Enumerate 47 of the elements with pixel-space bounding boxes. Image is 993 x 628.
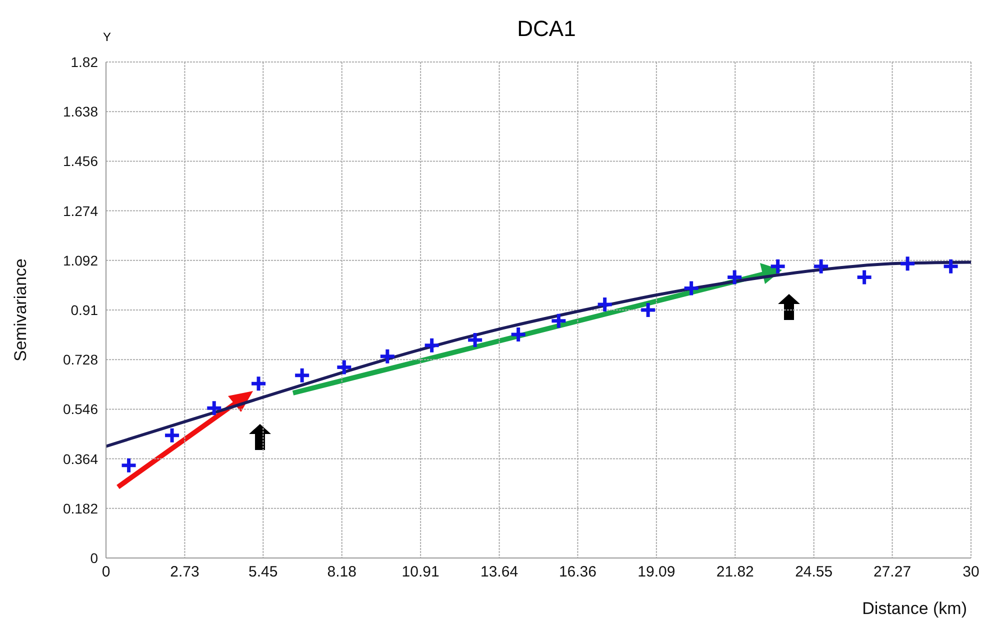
x-tick-label: 8.18 [327, 564, 356, 581]
point [682, 279, 700, 297]
point [293, 366, 311, 384]
point [812, 258, 830, 276]
point [510, 326, 528, 344]
point [466, 331, 484, 349]
point [639, 301, 657, 319]
point [423, 336, 441, 354]
y-tick-label: 0.91 [70, 302, 98, 318]
y-tick-label: 1.638 [62, 104, 98, 120]
y-tick-label: 1.456 [62, 153, 98, 170]
x-tick-label: 2.73 [170, 564, 200, 581]
point [335, 358, 353, 376]
chart-title: DCA1 [517, 16, 576, 41]
x-tick-label: 0 [102, 564, 110, 581]
x-tick-label: 5.45 [248, 564, 278, 581]
point [596, 296, 614, 314]
x-tick-label: 13.64 [480, 564, 518, 581]
x-tick-label: 10.91 [402, 564, 440, 581]
point [856, 268, 874, 286]
point [250, 374, 268, 392]
point [726, 268, 744, 286]
y-tick-label: 0 [90, 550, 98, 566]
x-tick-label: 21.82 [716, 564, 754, 581]
x-tick-label: 30 [962, 564, 980, 581]
y-tick-label: 0.364 [62, 450, 98, 467]
x-tick-label: 24.55 [795, 564, 833, 581]
x-tick-label: 27.27 [874, 564, 912, 581]
point [898, 254, 916, 272]
y-tick-label: 1.274 [62, 202, 98, 219]
point [163, 426, 181, 444]
y-tick-label: 1.82 [70, 54, 98, 70]
point [550, 312, 568, 330]
text: Y [103, 30, 112, 44]
point [205, 399, 223, 417]
y-axis-title: Semivariance [11, 258, 30, 362]
x-tick-label: 16.36 [558, 564, 596, 581]
point [120, 456, 138, 474]
line-series [106, 260, 971, 448]
x-tick-label: 19.09 [638, 564, 676, 581]
y-tick-label: 0.728 [62, 352, 98, 368]
y-tick-label: 0.182 [62, 500, 98, 516]
x-axis-title: Distance (km) [862, 599, 967, 618]
point [378, 348, 396, 366]
point [942, 258, 960, 276]
y-tick-label: 0.546 [62, 401, 98, 418]
y-tick-label: 1.092 [62, 252, 98, 268]
